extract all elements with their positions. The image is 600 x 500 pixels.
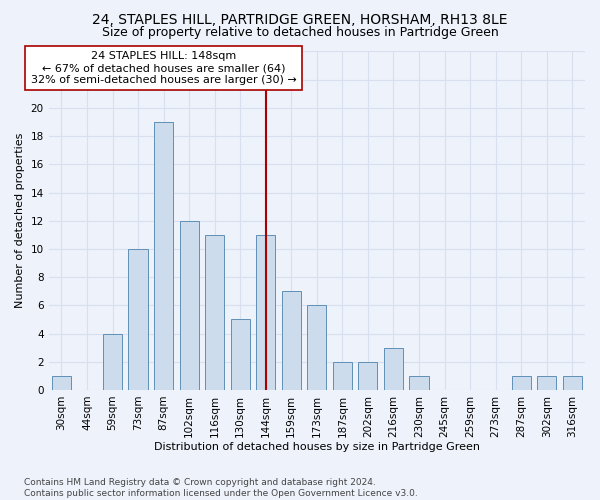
Bar (307, 306, 326, 390)
Y-axis label: Number of detached properties: Number of detached properties (15, 133, 25, 308)
Bar (537, 376, 556, 390)
Text: Size of property relative to detached houses in Partridge Green: Size of property relative to detached ho… (101, 26, 499, 39)
Bar (282, 291, 301, 390)
Bar (52, 376, 71, 390)
Bar (154, 122, 173, 390)
Text: 24, STAPLES HILL, PARTRIDGE GREEN, HORSHAM, RH13 8LE: 24, STAPLES HILL, PARTRIDGE GREEN, HORSH… (92, 12, 508, 26)
Bar (384, 348, 403, 390)
Text: Contains HM Land Registry data © Crown copyright and database right 2024.
Contai: Contains HM Land Registry data © Crown c… (24, 478, 418, 498)
Bar (230, 320, 250, 390)
Bar (205, 235, 224, 390)
Bar (512, 376, 531, 390)
Bar (333, 362, 352, 390)
Bar (563, 376, 582, 390)
Bar (358, 362, 377, 390)
Bar (409, 376, 428, 390)
Bar (179, 220, 199, 390)
Bar (103, 334, 122, 390)
Bar (256, 235, 275, 390)
X-axis label: Distribution of detached houses by size in Partridge Green: Distribution of detached houses by size … (154, 442, 480, 452)
Text: 24 STAPLES HILL: 148sqm
← 67% of detached houses are smaller (64)
32% of semi-de: 24 STAPLES HILL: 148sqm ← 67% of detache… (31, 52, 296, 84)
Bar (128, 249, 148, 390)
